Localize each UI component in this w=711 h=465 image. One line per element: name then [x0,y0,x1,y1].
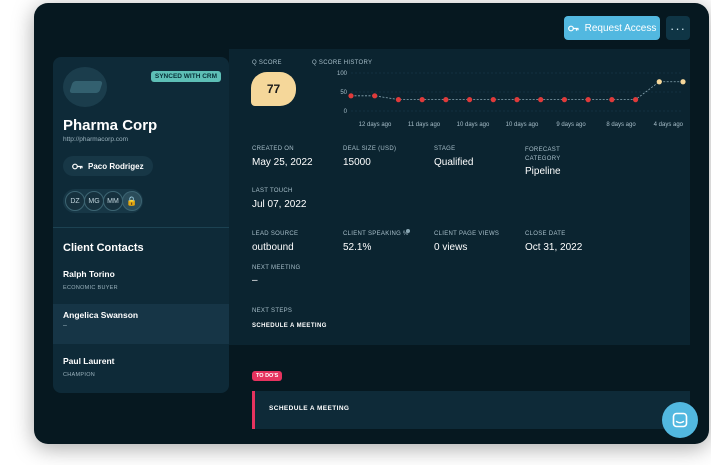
x-tick-label: 8 days ago [606,122,636,128]
x-tick-label: 11 days ago [408,122,441,128]
contact-name: Ralph Torino [63,269,115,279]
contact-name: Paul Laurent [63,356,115,366]
y-tick-label: 50 [340,90,347,96]
key-icon [567,25,579,31]
avatar[interactable]: MM [103,191,123,211]
account-owner-chip[interactable]: Paco Rodrigez [63,156,153,176]
contact-item[interactable]: Paul Laurent CHAMPION [53,356,229,378]
data-point [656,79,662,85]
lock-icon[interactable]: 🔒 [122,191,142,211]
data-point [609,97,615,103]
data-point [680,79,686,85]
qscore-label: Q SCORE [252,60,282,66]
x-tick-label: 10 days ago [457,122,490,128]
last-touch-label: LAST TOUCH [252,188,293,194]
lead-source-value: outbound [252,242,294,253]
data-point [395,97,402,103]
data-point [514,97,520,103]
schedule-meeting-link[interactable]: SCHEDULE A MEETING [252,323,327,329]
avatar[interactable]: DZ [65,191,85,211]
data-point [348,93,354,99]
y-tick-label: 0 [344,109,348,115]
next-steps-label: NEXT STEPS [252,308,293,314]
chat-launcher-button[interactable] [662,402,698,438]
todo-item[interactable]: SCHEDULE A MEETING [252,391,690,429]
data-point [561,97,568,103]
data-point [538,97,544,103]
company-url[interactable]: http://pharmacorp.com [63,136,129,143]
contact-role: ECONOMIC BUYER [63,285,118,291]
data-point [372,93,378,99]
forecast-label: FORECAST CATEGORY [525,147,561,162]
x-tick-label: 4 days ago [654,122,684,128]
more-options-button[interactable]: ··· [666,16,690,40]
deal-size-value: 15000 [343,157,371,168]
data-point [419,97,425,103]
qscore-history-label: Q SCORE HISTORY [312,60,373,66]
info-icon[interactable] [406,229,410,233]
created-on-value: May 25, 2022 [252,157,313,168]
contact-item[interactable]: Angelica Swanson – [53,304,229,344]
contact-role: CHAMPION [63,372,96,378]
close-date-value: Oct 31, 2022 [525,242,583,253]
more-icon: ··· [670,20,686,36]
next-meeting-value: – [252,275,258,286]
divider [53,227,229,228]
deal-details-panel: Q SCORE 77 Q SCORE HISTORY 100 50 0 12 days… [229,49,690,345]
y-tick-label: 100 [337,71,348,77]
x-tick-label: 12 days ago [359,122,392,128]
stage-label: STAGE [434,146,456,152]
request-access-label: Request Access [584,22,657,34]
deal-size-label: DEAL SIZE (USD) [343,146,397,152]
data-point [466,97,473,103]
app-window: Request Access ··· SYNCED WITH CRM Pharm… [34,3,709,444]
contact-name: Angelica Swanson [63,310,139,320]
series-line [351,81,683,100]
company-name: Pharma Corp [63,117,158,134]
close-date-label: CLOSE DATE [525,231,566,237]
company-logo [63,67,107,107]
stage-value: Qualified [434,157,474,168]
page-views-label: CLIENT PAGE VIEWS [434,231,500,237]
page-views-value: 0 views [434,242,468,253]
data-point [632,97,639,103]
todos-badge: TO DO'S [252,371,283,381]
crm-sync-badge: SYNCED WITH CRM [150,71,221,82]
key-icon [72,163,83,169]
contact-item[interactable]: Ralph Torino ECONOMIC BUYER [53,269,229,291]
data-point [490,97,496,103]
qscore-badge: 77 [251,72,296,106]
x-tick-label: 9 days ago [556,122,586,128]
last-touch-value: Jul 07, 2022 [252,199,307,210]
data-point [585,97,591,103]
todo-item-label: SCHEDULE A MEETING [269,405,350,412]
team-avatars: DZ MG MM 🔒 [63,189,143,213]
created-on-label: CREATED ON [252,146,294,152]
x-tick-label: 10 days ago [506,122,539,128]
data-point [443,97,449,103]
client-speaking-value: 52.1% [343,242,372,253]
forecast-value: Pipeline [525,166,561,177]
avatar[interactable]: MG [84,191,104,211]
next-meeting-label: NEXT MEETING [252,265,301,271]
client-speaking-label: CLIENT SPEAKING % [343,231,409,237]
chat-icon [672,412,688,428]
contact-role: – [63,322,68,329]
request-access-button[interactable]: Request Access [564,16,660,40]
contacts-title: Client Contacts [63,242,144,254]
lead-source-label: LEAD SOURCE [252,231,299,237]
owner-name: Paco Rodrigez [88,161,144,171]
account-sidebar: SYNCED WITH CRM Pharma Corp http://pharm… [53,57,229,393]
qscore-history-chart: 100 50 0 12 days ago 11 days ago 10 days ago 1… [337,71,686,128]
